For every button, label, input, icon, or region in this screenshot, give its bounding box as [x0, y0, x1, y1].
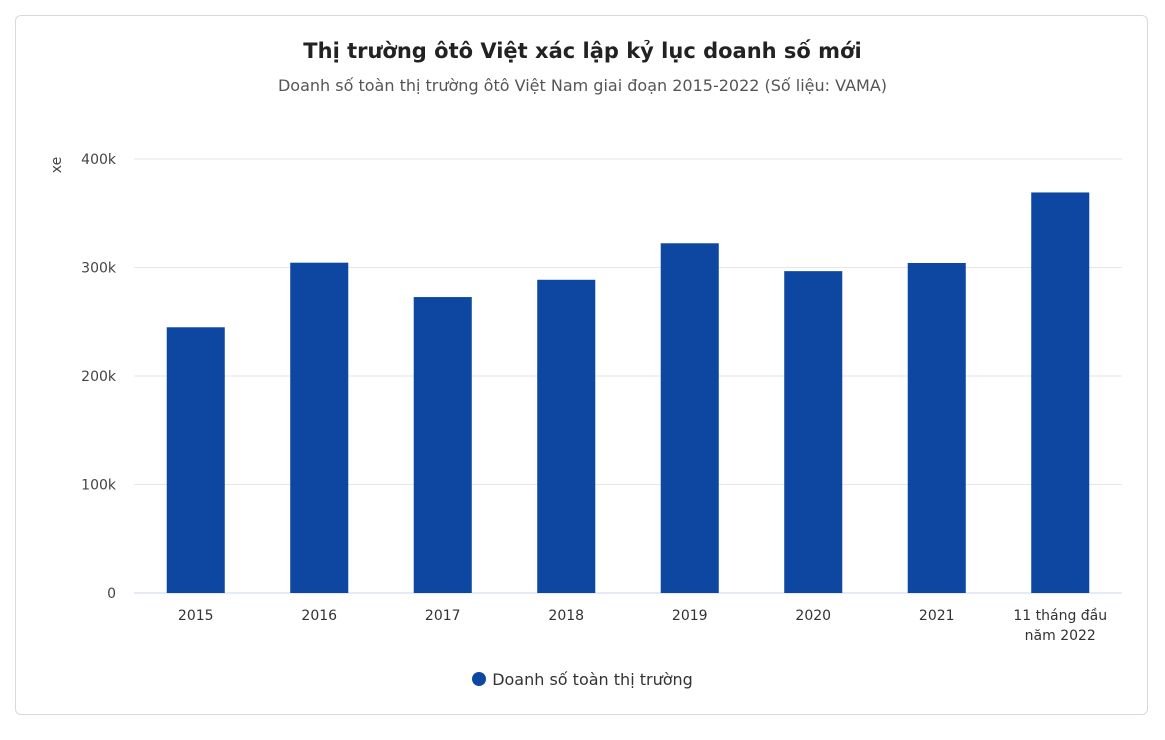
- y-tick-label: 300k: [81, 261, 117, 277]
- legend-marker-icon: [472, 672, 487, 686]
- bar[interactable]: [166, 327, 225, 593]
- x-tick-label: 2021: [919, 608, 955, 624]
- y-tick-label: 100k: [81, 478, 117, 494]
- x-tick-label: 2018: [548, 608, 584, 624]
- chart-subtitle: Doanh số toàn thị trường ôtô Việt Nam gi…: [277, 76, 887, 95]
- x-tick-label: 2016: [301, 608, 337, 624]
- x-tick-label: 2015: [178, 608, 214, 624]
- bar[interactable]: [413, 297, 472, 593]
- bar[interactable]: [1031, 192, 1090, 593]
- bar[interactable]: [907, 262, 966, 593]
- x-tick-label: 2019: [672, 608, 708, 624]
- legend[interactable]: Doanh số toàn thị trường: [16, 670, 1149, 689]
- y-tick-label: 200k: [81, 369, 117, 385]
- bar-chart: 0 100k 200k 300k 400k xe 2015 2016 2017 2018 2019 2…: [49, 152, 1122, 644]
- x-tick-label: năm 2022: [1025, 628, 1096, 644]
- x-tick-label: 11 tháng đầu: [1013, 608, 1107, 624]
- bar[interactable]: [784, 271, 843, 593]
- legend-label: Doanh số toàn thị trường: [492, 670, 693, 689]
- bar[interactable]: [537, 279, 596, 593]
- y-tick-label: 0: [107, 586, 116, 602]
- x-tick-label: 2017: [425, 608, 461, 624]
- bar[interactable]: [660, 243, 719, 593]
- x-tick-label: 2020: [795, 608, 831, 624]
- chart-card: Thị trường ôtô Việt xác lập kỷ lục doanh…: [15, 15, 1148, 715]
- y-tick-label: 400k: [81, 152, 117, 168]
- bar[interactable]: [290, 262, 349, 593]
- y-axis-title: xe: [49, 157, 65, 173]
- chart-title: Thị trường ôtô Việt xác lập kỷ lục doanh…: [303, 39, 862, 63]
